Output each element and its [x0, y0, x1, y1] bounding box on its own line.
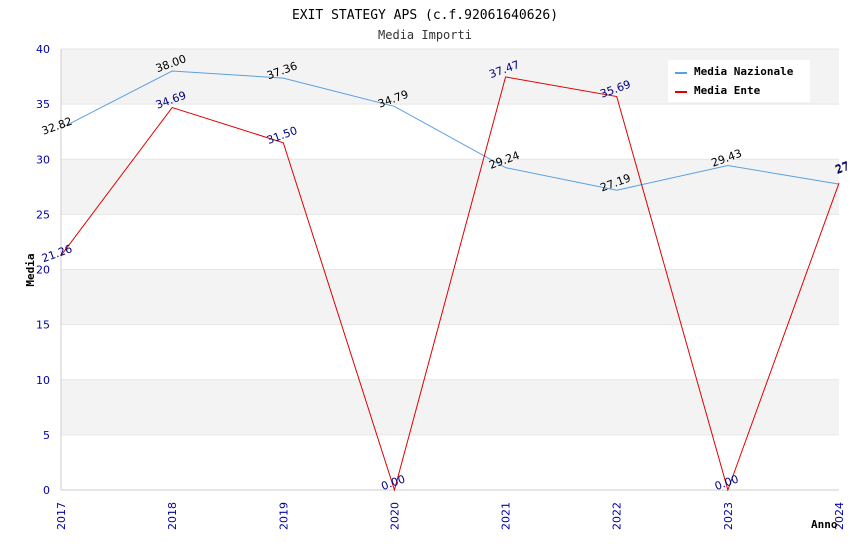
y-tick-label: 40 — [36, 43, 50, 56]
y-axis-label: Media — [24, 253, 37, 286]
grid-band — [61, 159, 839, 215]
x-tick-label: 2017 — [55, 502, 68, 530]
x-tick-label: 2023 — [722, 502, 735, 530]
grid-band — [61, 379, 839, 435]
legend-label-media-ente: Media Ente — [694, 84, 761, 97]
grid-band — [61, 434, 839, 490]
y-tick-label: 35 — [36, 98, 50, 111]
x-tick-label: 2020 — [388, 502, 401, 530]
legend-box — [668, 60, 810, 102]
legend-label-media-nazionale: Media Nazionale — [694, 65, 794, 78]
chart-title: EXIT STATEGY APS (c.f.92061640626) — [292, 8, 558, 23]
y-tick-label: 0 — [43, 484, 50, 497]
x-tick-label: 2021 — [500, 502, 513, 530]
x-tick-label: 2024 — [833, 502, 846, 530]
series-layer — [60, 70, 840, 492]
grid-band — [61, 104, 839, 160]
series-line-1 — [60, 76, 840, 492]
x-axis-label: Anno — [811, 518, 838, 531]
y-tick-label: 30 — [36, 153, 50, 166]
legend: Media Nazionale Media Ente — [668, 60, 810, 102]
y-tick-label: 25 — [36, 208, 50, 221]
x-tick-label: 2022 — [611, 502, 624, 530]
x-axis-ticks: 2017 2018 2019 2020 2021 2022 2023 2024 — [55, 502, 846, 530]
y-tick-label: 15 — [36, 319, 50, 332]
grid-band — [61, 214, 839, 270]
grid-band — [61, 269, 839, 325]
axes — [60, 49, 839, 491]
y-axis-ticks: 0 5 10 15 20 25 30 35 40 — [36, 43, 50, 497]
chart-subtitle: Media Importi — [378, 28, 472, 42]
y-tick-label: 20 — [36, 264, 50, 277]
grid-band — [61, 324, 839, 380]
x-tick-label: 2019 — [277, 502, 290, 530]
grid-bands — [61, 48, 839, 491]
y-tick-label: 10 — [36, 374, 50, 387]
y-tick-label: 5 — [43, 429, 50, 442]
series-line-0 — [60, 70, 840, 191]
x-tick-label: 2018 — [166, 502, 179, 530]
